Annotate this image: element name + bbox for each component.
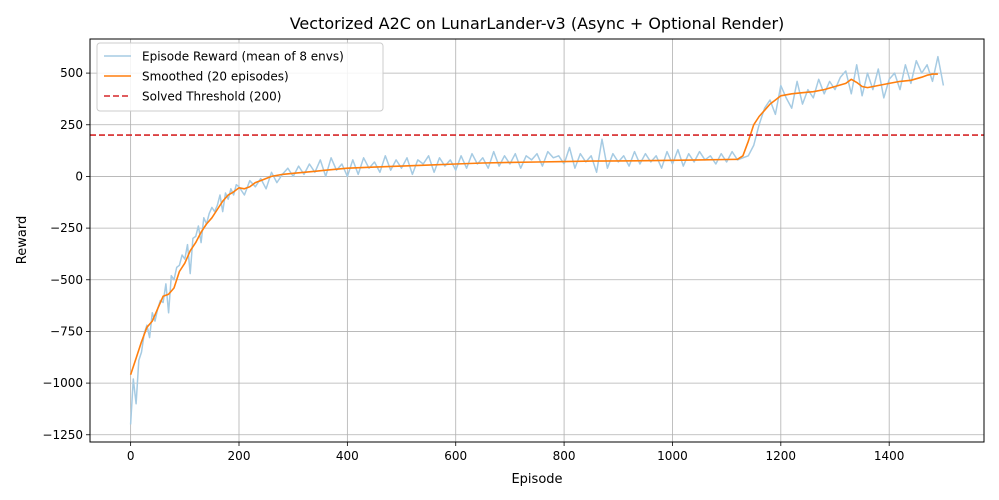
- y-tick-label: −1250: [42, 428, 83, 442]
- legend: Episode Reward (mean of 8 envs) Smoothed …: [96, 42, 384, 112]
- legend-entry-episode-reward: Episode Reward (mean of 8 envs): [104, 50, 344, 64]
- y-tick-label: 0: [75, 169, 83, 183]
- legend-entry-smoothed: Smoothed (20 episodes): [104, 70, 289, 84]
- x-axis-label: Episode: [511, 472, 562, 487]
- x-tick-label: 400: [336, 449, 359, 463]
- series-layer: [90, 55, 984, 425]
- plot-area-frame: [89, 38, 985, 443]
- legend-label: Solved Threshold (200): [142, 90, 281, 104]
- y-axis-label: Reward: [15, 216, 30, 264]
- legend-box: [96, 42, 384, 112]
- x-tick-label: 1000: [657, 449, 688, 463]
- y-axis-ticks: −1250 −1000 −750 −500 −250 0 250 500: [42, 66, 90, 442]
- legend-entry-solved-threshold: Solved Threshold (200): [104, 90, 281, 104]
- legend-label: Episode Reward (mean of 8 envs): [142, 50, 344, 64]
- y-tick-label: −750: [50, 324, 83, 338]
- x-axis-ticks: 0 200 400 600 800 1000 1200 1400: [127, 442, 905, 463]
- x-tick-label: 200: [228, 449, 251, 463]
- x-tick-label: 600: [444, 449, 467, 463]
- y-tick-label: −250: [50, 221, 83, 235]
- x-tick-label: 1200: [766, 449, 797, 463]
- x-tick-label: 0: [127, 449, 135, 463]
- series-smoothed: [129, 73, 938, 376]
- x-tick-label: 800: [553, 449, 576, 463]
- series-episode-reward: [129, 55, 945, 425]
- y-tick-label: −500: [50, 273, 83, 287]
- y-tick-label: −1000: [42, 376, 83, 390]
- chart-title: Vectorized A2C on LunarLander-v3 (Async …: [290, 14, 785, 33]
- x-tick-label: 1400: [874, 449, 905, 463]
- y-tick-label: 250: [60, 118, 83, 132]
- y-tick-label: 500: [60, 66, 83, 80]
- legend-label: Smoothed (20 episodes): [142, 70, 289, 84]
